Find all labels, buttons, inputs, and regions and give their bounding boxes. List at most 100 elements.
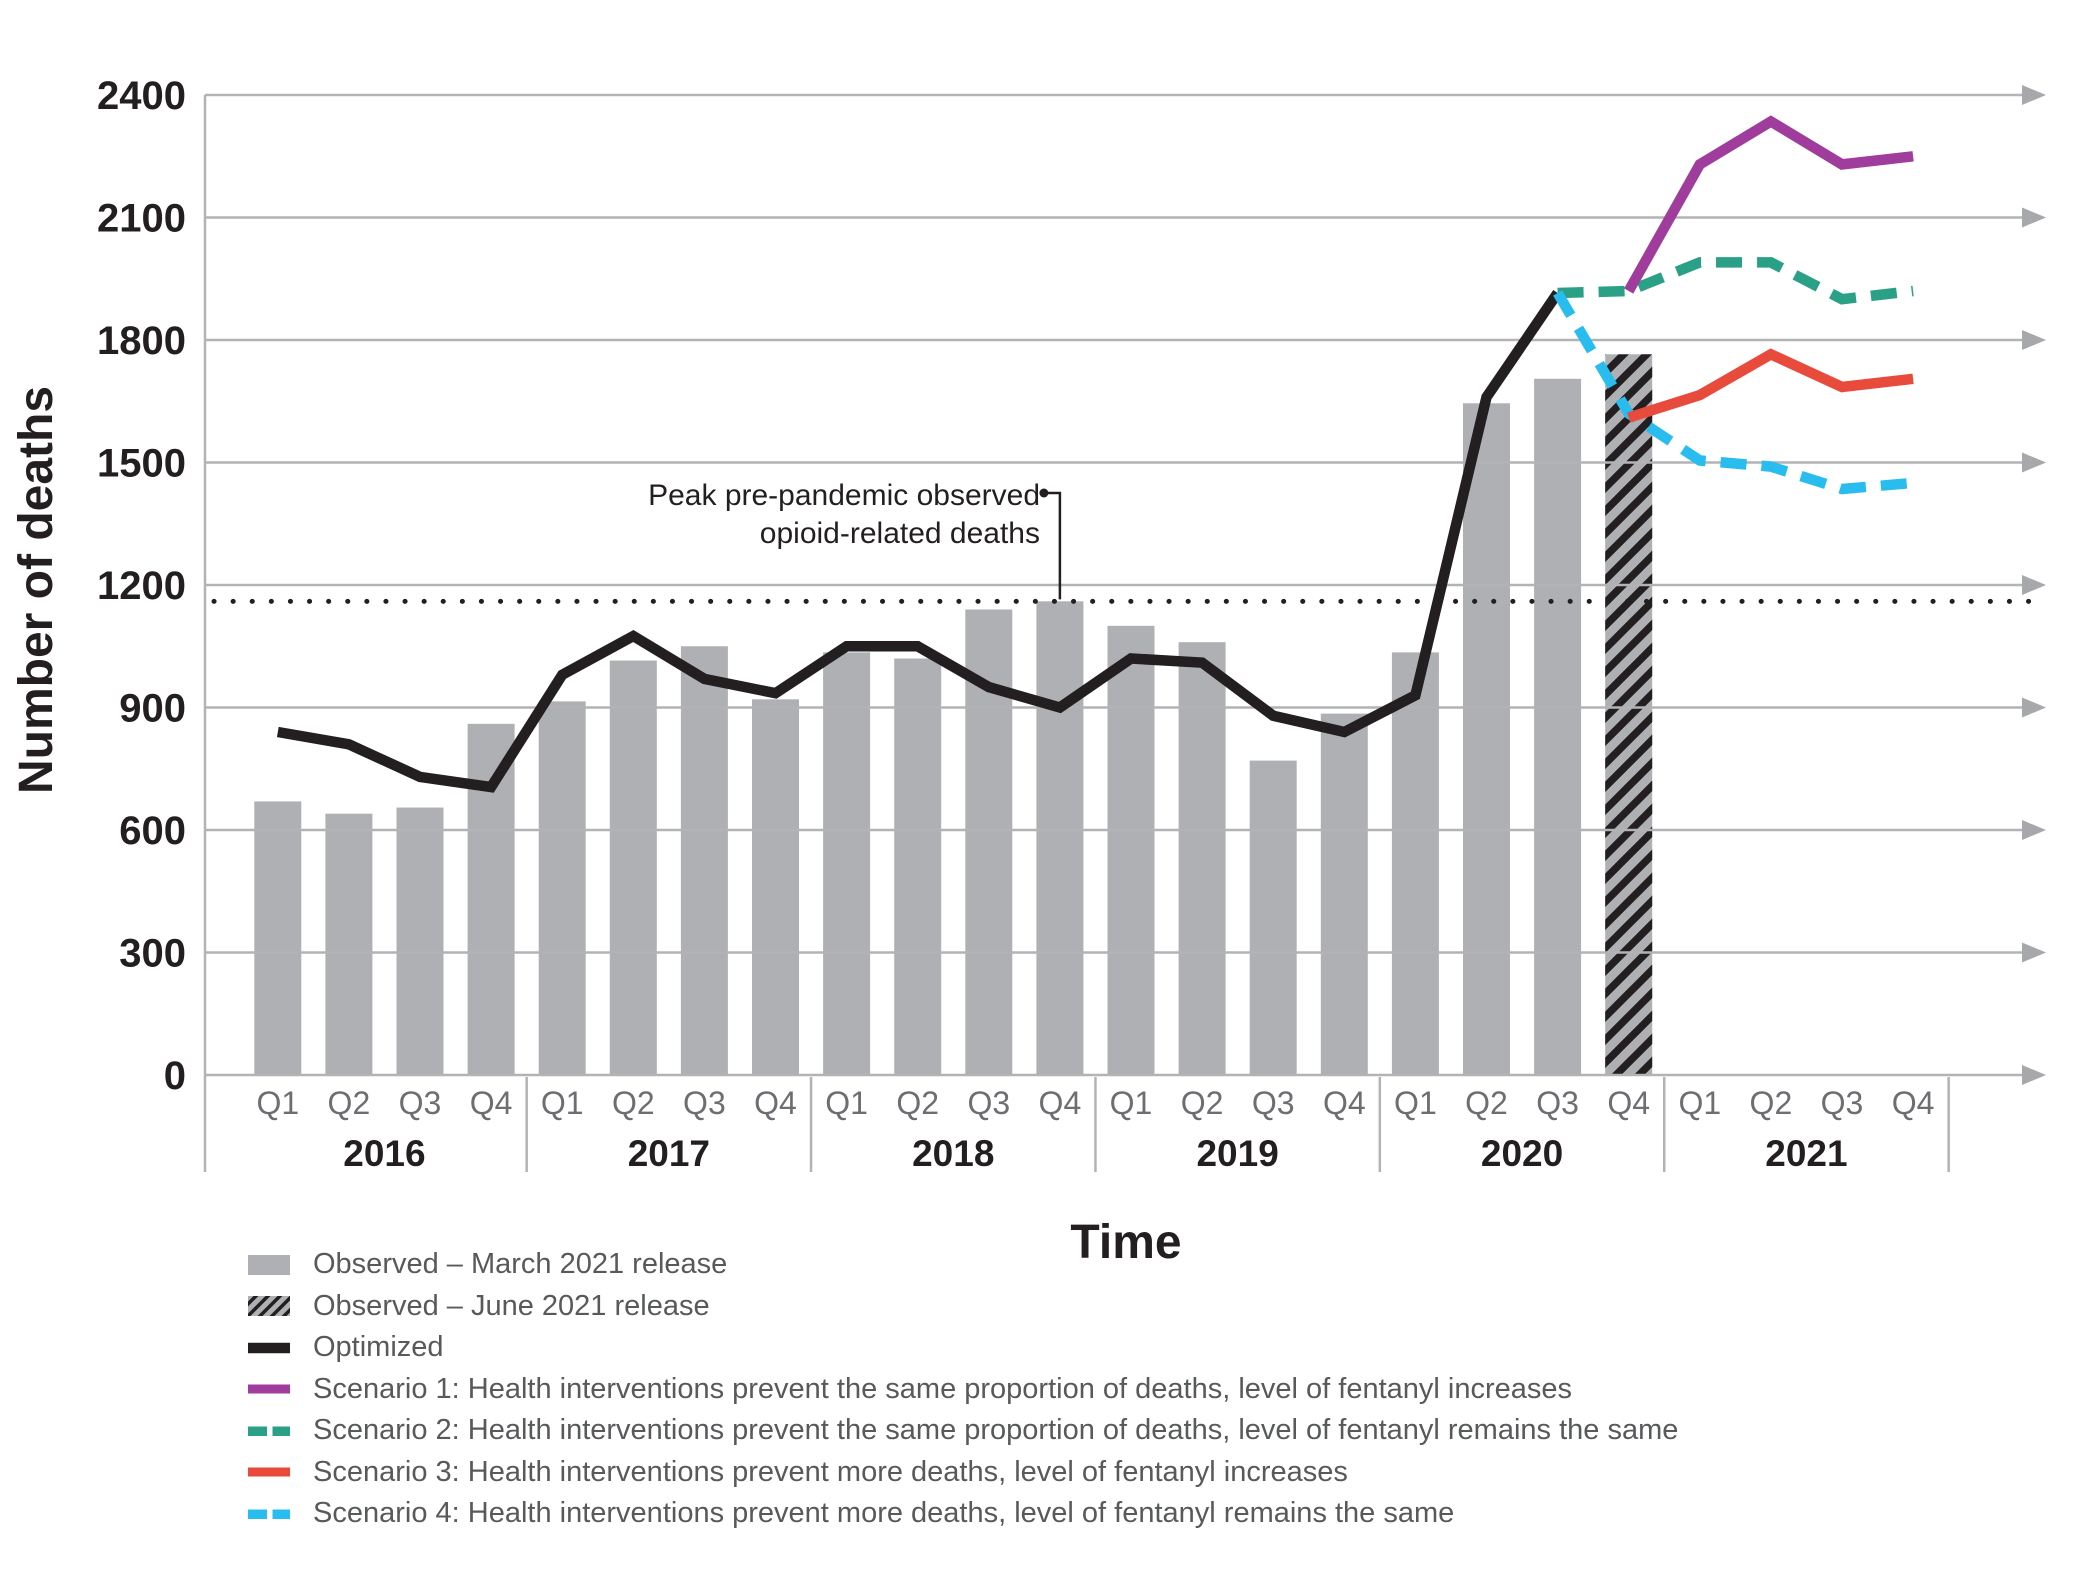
legend-item-scenario-3: Scenario 3: Health interventions prevent… <box>247 1452 1678 1494</box>
swatch-graphic <box>248 1342 290 1353</box>
legend-item-scenario-4: Scenario 4: Health interventions prevent… <box>247 1493 1678 1535</box>
x-quarter-label: Q2 <box>1750 1085 1793 1121</box>
annotation-connector-line <box>1046 491 1062 600</box>
bar-2017-Q1 <box>538 701 586 1075</box>
y-tick-label-600: 600 <box>119 809 186 853</box>
y-axis-title: Number of deaths <box>10 386 63 794</box>
bar-2020-Q3 <box>1534 378 1582 1076</box>
x-quarter-label: Q4 <box>1039 1085 1082 1121</box>
bar-2017-Q2 <box>609 660 657 1075</box>
swatch-dash <box>248 1426 267 1436</box>
legend-item-observed-march: Observed – March 2021 release <box>247 1244 1678 1286</box>
arrow-right-icon <box>2022 330 2046 350</box>
legend-label: Observed – June 2021 release <box>313 1289 710 1322</box>
legend: Observed – March 2021 release Observed –… <box>247 1244 1678 1535</box>
legend-label: Scenario 4: Health interventions prevent… <box>313 1497 1455 1530</box>
y-tick-label-2100: 2100 <box>97 197 186 241</box>
arrow-right-icon <box>2022 452 2046 473</box>
chart-layer: 0 300 600 900 1200 1500 1800 2100 2400 Q1 Q2 Q3 Q4 20… <box>97 74 2046 1174</box>
x-quarter-label: Q2 <box>328 1085 371 1121</box>
bar-2017-Q4 <box>752 699 799 1075</box>
observed-june-hatched-swatch-icon <box>247 1293 291 1319</box>
x-quarter-label: Q1 <box>825 1085 868 1121</box>
y-tick-label-0: 0 <box>164 1054 186 1098</box>
scenario-line-4 <box>1553 290 1914 495</box>
legend-item-scenario-2: Scenario 2: Health interventions prevent… <box>247 1410 1678 1452</box>
legend-label: Optimized <box>313 1331 444 1364</box>
x-quarter-label: Q1 <box>541 1085 584 1121</box>
x-quarter-label: Q3 <box>683 1085 726 1121</box>
x-year-label-2021: 2021 <box>1765 1133 1847 1174</box>
y-tick-label-1800: 1800 <box>97 319 186 363</box>
swatch-dash <box>272 1426 290 1436</box>
bar-hatch-2020-Q4 <box>1605 354 1653 1076</box>
x-quarter-label: Q2 <box>1465 1085 1508 1121</box>
swatch-rect <box>248 1254 290 1275</box>
x-quarter-label: Q2 <box>896 1085 939 1121</box>
scenario-line-2 <box>1557 257 1914 305</box>
swatch-line <box>248 1384 290 1394</box>
x-quarter-label: Q3 <box>1252 1085 1295 1121</box>
optimized-line-swatch-icon <box>247 1335 291 1361</box>
legend-item-optimized: Optimized <box>247 1327 1678 1369</box>
swatch-dash <box>248 1509 267 1519</box>
annotation-dot <box>1039 488 1049 498</box>
swatch-line <box>248 1467 290 1477</box>
x-quarter-label: Q3 <box>1536 1085 1579 1121</box>
x-quarter-label: Q4 <box>1892 1085 1935 1121</box>
y-tick-label-1500: 1500 <box>97 442 186 486</box>
x-quarter-label: Q1 <box>256 1085 299 1121</box>
x-quarter-label: Q2 <box>1181 1085 1224 1121</box>
bar-2017-Q3 <box>680 646 728 1075</box>
scenario-3-line-swatch-icon <box>247 1459 291 1485</box>
arrow-right-icon <box>2022 85 2046 105</box>
scenario-1-line-swatch-icon <box>247 1376 291 1402</box>
x-quarter-label: Q1 <box>1678 1085 1721 1121</box>
legend-label: Scenario 2: Health interventions prevent… <box>313 1414 1679 1447</box>
bar-2019-Q1 <box>1107 625 1155 1075</box>
swatch-graphic <box>248 1384 290 1394</box>
bar-2018-Q1 <box>823 652 871 1075</box>
legend-label: Scenario 1: Health interventions prevent… <box>313 1372 1573 1405</box>
x-quarter-label: Q2 <box>612 1085 655 1121</box>
arrow-right-icon <box>2022 1065 2046 1085</box>
legend-label: Observed – March 2021 release <box>313 1248 728 1281</box>
scenario-line-3 <box>1627 348 1914 423</box>
bar-2018-Q4 <box>1036 601 1084 1075</box>
x-year-label-2020: 2020 <box>1481 1133 1563 1174</box>
arrow-right-icon <box>2022 820 2046 840</box>
arrow-right-icon <box>2022 575 2046 595</box>
swatch-line <box>248 1342 290 1353</box>
x-quarter-label: Q4 <box>1607 1085 1650 1121</box>
bar-2019-Q4 <box>1320 713 1368 1075</box>
bar-2016-Q4 <box>467 723 515 1075</box>
bar-2016-Q1 <box>254 801 302 1075</box>
swatch-graphic <box>248 1509 290 1519</box>
scenario-4-dashed-swatch-icon <box>247 1501 291 1527</box>
x-year-label-2019: 2019 <box>1196 1133 1278 1174</box>
bar-2019-Q2 <box>1178 642 1226 1075</box>
arrow-right-icon <box>2022 942 2046 963</box>
x-quarter-label: Q1 <box>1110 1085 1153 1121</box>
observed-march-swatch-icon <box>247 1252 291 1278</box>
bar-2018-Q2 <box>894 658 942 1075</box>
x-quarter-label: Q4 <box>1323 1085 1366 1121</box>
swatch-dash <box>272 1509 290 1519</box>
x-year-label-2018: 2018 <box>912 1133 994 1174</box>
bar-2016-Q2 <box>325 813 373 1075</box>
x-quarter-label: Q4 <box>754 1085 797 1121</box>
arrow-right-icon <box>2022 697 2046 718</box>
x-year-label-2017: 2017 <box>628 1133 710 1174</box>
bar-2016-Q3 <box>396 807 444 1075</box>
swatch-graphic <box>248 1426 290 1436</box>
annotation-line-2: opioid-related deaths <box>760 517 1040 550</box>
y-tick-label-2400: 2400 <box>97 74 186 118</box>
bar-2020-Q2 <box>1463 403 1510 1076</box>
x-quarter-label: Q1 <box>1394 1085 1437 1121</box>
x-quarter-label: Q3 <box>967 1085 1010 1121</box>
swatch-hatch <box>248 1296 290 1317</box>
arrow-right-icon <box>2022 207 2046 228</box>
x-year-label-2016: 2016 <box>343 1133 425 1174</box>
